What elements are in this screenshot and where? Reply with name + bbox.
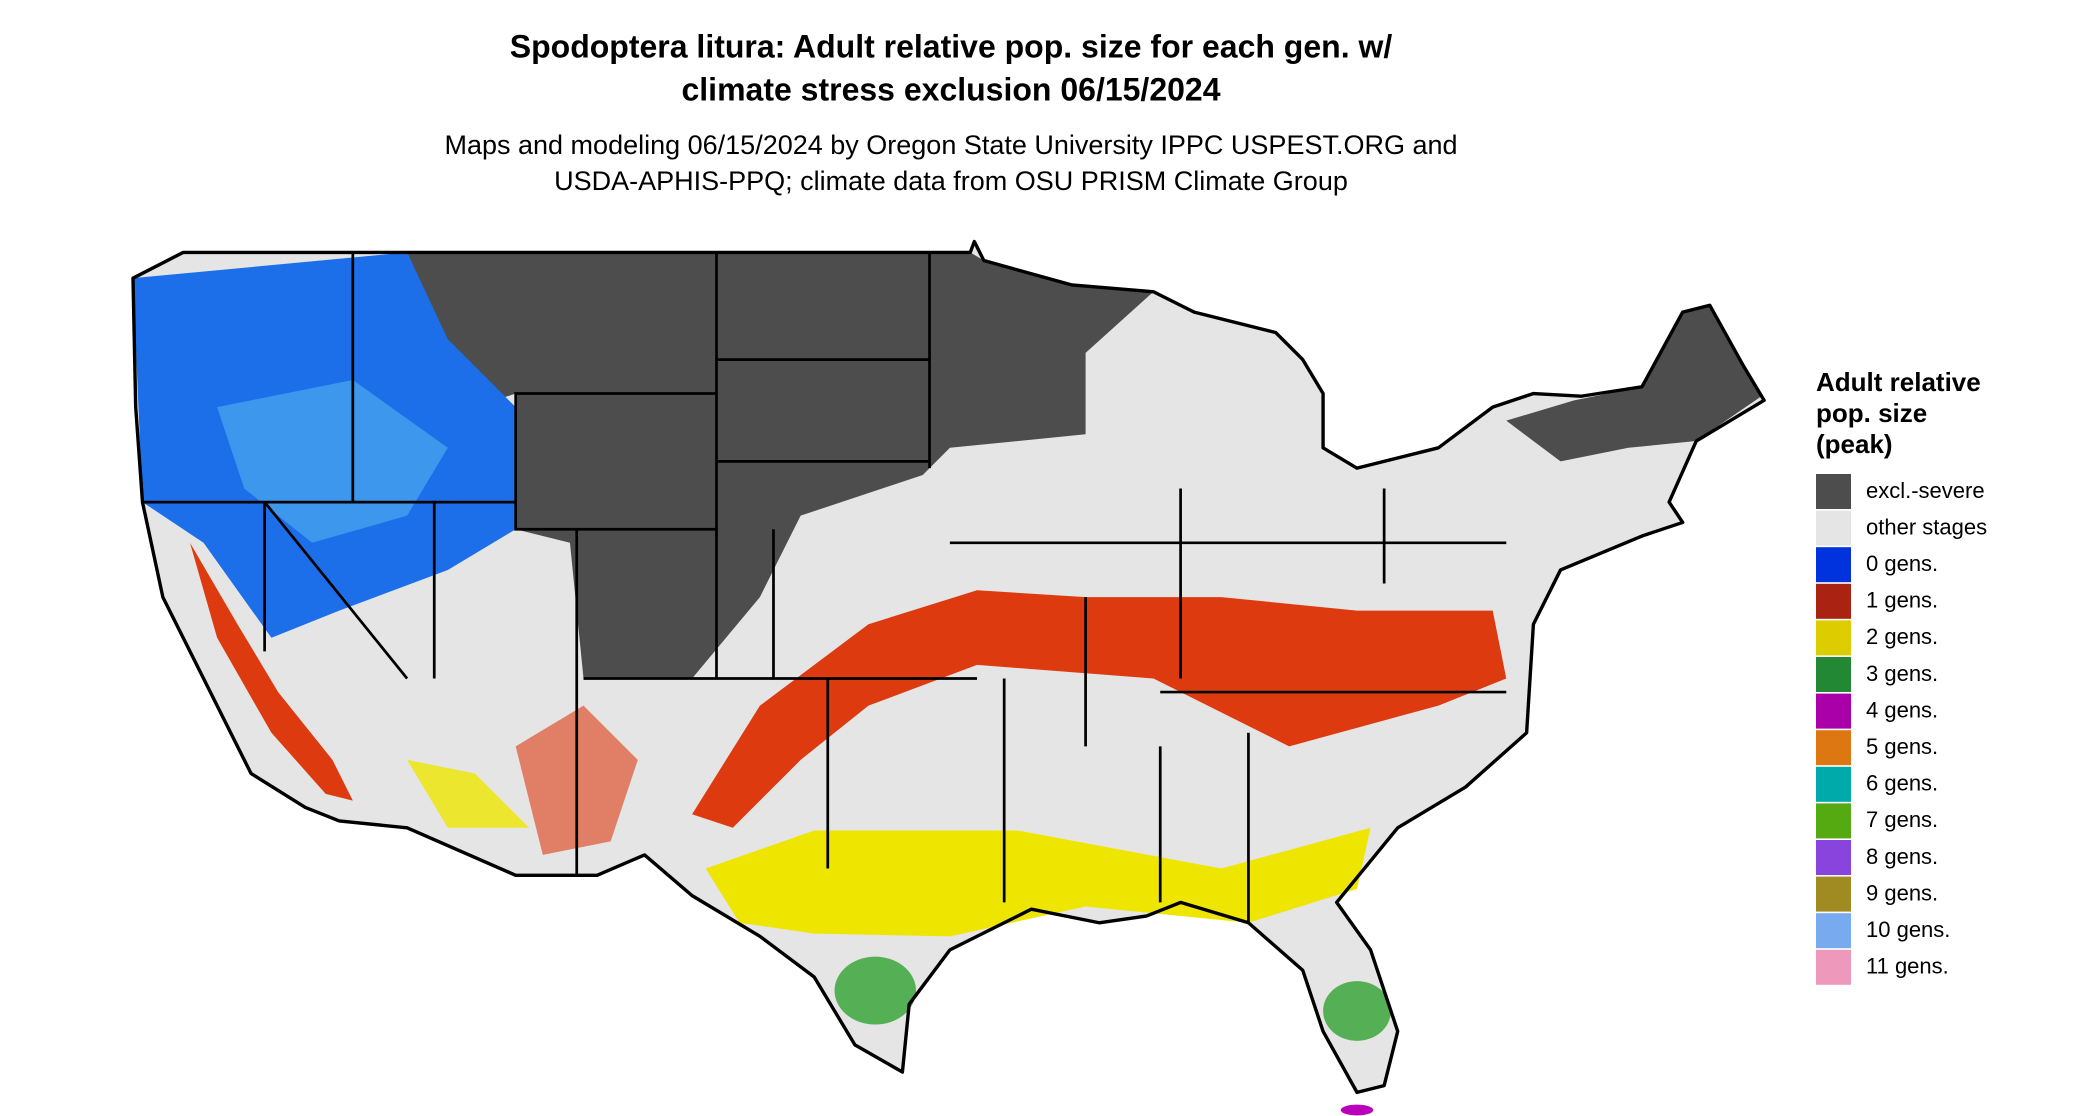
legend-label: 0 gens.: [1866, 551, 1938, 576]
legend-label: 7 gens.: [1866, 807, 1938, 832]
legend-swatch: [1816, 730, 1851, 766]
region-2-gens: [407, 759, 530, 828]
legend-title-line: Adult relative: [1816, 367, 1981, 397]
legend-label: excl.-severe: [1866, 478, 1985, 503]
legend-swatch: [1816, 876, 1851, 912]
subtitle-line: USDA-APHIS-PPQ; climate data from OSU PR…: [554, 166, 1348, 196]
legend-label: 4 gens.: [1866, 697, 1938, 722]
subtitle-line: Maps and modeling 06/15/2024 by Oregon S…: [444, 130, 1457, 160]
legend-swatch: [1816, 803, 1851, 839]
region-1-gens: [692, 590, 1507, 828]
legend-swatch: [1816, 547, 1851, 583]
legend-title-line: (peak): [1816, 429, 1893, 459]
legend-title-line: pop. size: [1816, 398, 1927, 428]
legend-label: 10 gens.: [1866, 917, 1950, 942]
region-excluded: [407, 252, 1154, 679]
region-3-gens: [1323, 981, 1391, 1041]
legend-label: 11 gens.: [1866, 954, 1949, 979]
legend-swatch: [1816, 620, 1851, 656]
legend-label: 8 gens.: [1866, 844, 1938, 869]
legend-swatch: [1816, 913, 1851, 949]
map: [131, 239, 1766, 1116]
region-4-gens: [1340, 1104, 1374, 1116]
legend-label: 2 gens.: [1866, 624, 1938, 649]
region-excluded: [1506, 305, 1762, 462]
legend-label: 3 gens.: [1866, 661, 1938, 686]
region-1-gens: [189, 542, 353, 801]
legend-swatch: [1816, 840, 1851, 875]
legend-label: 6 gens.: [1866, 771, 1938, 796]
legend-swatch: [1816, 949, 1851, 985]
title-line: Spodoptera litura: Adult relative pop. s…: [510, 28, 1393, 64]
legend-swatch: [1816, 766, 1851, 802]
legend-label: 5 gens.: [1866, 734, 1938, 759]
us-outline: [131, 239, 1766, 1095]
state-borders: [142, 252, 1507, 923]
legend: Adult relative pop. size (peak) excl.-se…: [1816, 367, 1987, 985]
region-3-gens: [834, 956, 916, 1025]
legend-label: 1 gens.: [1866, 588, 1938, 613]
legend-swatch: [1816, 474, 1851, 509]
legend-label: other stages: [1866, 514, 1987, 539]
title-line: climate stress exclusion 06/15/2024: [681, 71, 1220, 107]
legend-swatch: [1816, 510, 1851, 546]
legend-swatch: [1816, 583, 1851, 619]
legend-swatch: [1816, 657, 1851, 692]
legend-label: 9 gens.: [1866, 880, 1938, 905]
legend-swatch: [1816, 693, 1851, 729]
